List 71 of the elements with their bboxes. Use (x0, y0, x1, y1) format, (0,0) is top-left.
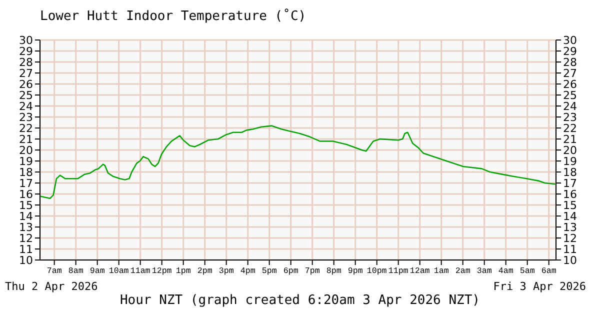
chart-title: Lower Hutt Indoor Temperature (˚C) (40, 9, 306, 24)
y2-tick-label: 12 (563, 232, 577, 245)
x-tick-label: 6pm (283, 266, 298, 276)
x-tick-label: 10am (108, 266, 129, 276)
y-tick-label: 15 (19, 198, 33, 212)
x-tick-label: 8am (68, 266, 84, 276)
y-tick-label: 10 (19, 254, 33, 267)
y-tick-label: 21 (19, 132, 33, 146)
y-tick-label: 17 (19, 176, 33, 190)
x-tick-label: 10pm (366, 266, 387, 276)
x-tick-label: 2am (455, 266, 470, 276)
x-tick-label: 7pm (304, 266, 320, 276)
y-tick-label: 27 (19, 66, 33, 80)
y2-tick-label: 24 (563, 100, 577, 113)
x-tick-label: 3am (476, 266, 492, 276)
x-tick-label: 9pm (348, 266, 363, 276)
y2-tick-label: 14 (563, 210, 577, 223)
y2-tick-label: 27 (563, 66, 577, 80)
x-tick-label: 4am (498, 266, 514, 276)
x-tick-label: 9am (90, 266, 105, 276)
x-tick-label: 7am (46, 266, 62, 276)
x-tick-label: 11am (130, 266, 150, 276)
x-tick-label: 12am (410, 266, 430, 276)
y-tick-label: 19 (19, 154, 33, 168)
x-tick-label: 11pm (388, 266, 408, 276)
y2-tick-label: 29 (563, 44, 577, 58)
y2-tick-label: 17 (563, 176, 577, 190)
y-tick-label: 29 (19, 44, 33, 58)
y2-tick-label: 20 (563, 144, 577, 157)
x-axis-title: Hour NZT (graph created 6:20am 3 Apr 2026 NZT) (118, 293, 482, 308)
x-tick-label: 8pm (326, 266, 342, 276)
y2-tick-label: 21 (563, 132, 577, 146)
text: Thu 2 Apr 2026 (5, 280, 98, 293)
y-tick-label: 26 (19, 78, 33, 91)
y2-tick-label: 13 (563, 220, 577, 234)
y-tick-label: 18 (19, 166, 33, 179)
y-tick-label: 12 (19, 232, 33, 245)
y2-tick-label: 16 (563, 188, 577, 201)
y-tick-label: 14 (19, 210, 33, 223)
y-tick-label: 20 (19, 144, 33, 157)
y2-tick-label: 19 (563, 154, 577, 168)
y2-tick-label: 11 (563, 242, 577, 256)
x-tick-label: 3pm (218, 266, 234, 276)
y-tick-label: 11 (19, 242, 33, 256)
x-tick-label: 1am (434, 266, 449, 276)
x-tick-label: 5pm (262, 266, 277, 276)
y2-tick-label: 22 (563, 122, 577, 135)
y2-tick-label: 30 (563, 34, 577, 47)
x-tick-label: 6am (541, 266, 556, 276)
y2-tick-label: 18 (563, 166, 577, 179)
x-tick-label: 12pm (152, 266, 172, 276)
text: Fri 3 Apr 2026 (493, 280, 586, 293)
y2-tick-label: 25 (563, 88, 577, 102)
y-tick-label: 23 (19, 110, 33, 124)
y-tick-label: 24 (19, 100, 33, 113)
x-tick-label: 2pm (197, 266, 212, 276)
y-tick-label: 13 (19, 220, 33, 234)
x-tick-label: 4pm (240, 266, 256, 276)
x-tick-label: 5am (520, 266, 535, 276)
y2-tick-label: 15 (563, 198, 577, 212)
y-tick-label: 28 (19, 56, 33, 69)
y-tick-label: 22 (19, 122, 33, 135)
y-tick-label: 16 (19, 188, 33, 201)
y2-tick-label: 23 (563, 110, 577, 124)
line-series (40, 125, 556, 200)
y2-tick-label: 10 (563, 254, 577, 267)
y2-tick-label: 28 (563, 56, 577, 69)
y2-tick-label: 26 (563, 78, 577, 91)
x-tick-label: 1pm (176, 266, 191, 276)
y-tick-label: 30 (19, 34, 33, 47)
y-tick-label: 25 (19, 88, 33, 102)
